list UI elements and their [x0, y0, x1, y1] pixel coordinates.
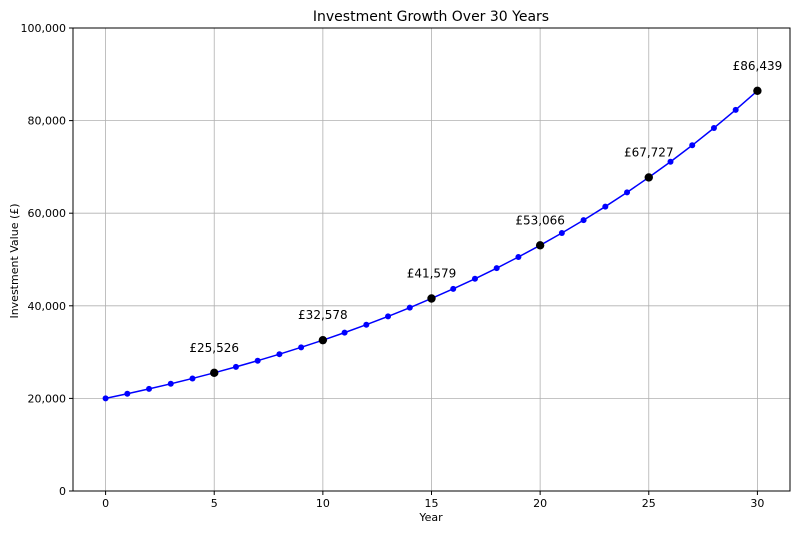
data-point	[167, 380, 174, 387]
y-tick-label: 80,000	[28, 115, 67, 128]
annotation-label: £32,578	[298, 308, 348, 322]
data-point	[624, 189, 631, 196]
annotation-label: £41,579	[407, 266, 457, 280]
data-point	[298, 344, 305, 351]
x-tick-label: 15	[425, 497, 439, 510]
x-tick-label: 5	[211, 497, 218, 510]
y-axis-label: Investment Value (£)	[8, 203, 21, 318]
x-tick-label: 10	[316, 497, 330, 510]
data-point	[406, 304, 413, 311]
annotation-label: £53,066	[515, 213, 565, 227]
chart-title: Investment Growth Over 30 Years	[313, 9, 549, 25]
data-point	[385, 313, 392, 320]
data-point	[580, 217, 587, 224]
annotations: £25,526 £32,578 £41,579 £53,066 £67,727 £86,4…	[189, 59, 783, 378]
data-point	[254, 357, 261, 364]
highlight-point	[210, 368, 219, 378]
y-tick-label: 40,000	[28, 300, 67, 313]
data-point	[341, 329, 348, 336]
data-point	[471, 275, 478, 282]
annotation-label: £67,727	[624, 145, 674, 159]
data-point	[450, 285, 457, 292]
highlight-point	[318, 335, 328, 345]
data-point	[558, 230, 565, 237]
axes: 0 5 10 15 20 25 30 0 20,000 40,000 60,000 80,000 100…	[21, 22, 791, 510]
grid	[73, 27, 790, 492]
data-point	[232, 363, 239, 370]
data-point	[124, 390, 131, 397]
x-tick-label: 20	[533, 497, 547, 510]
annotation-label: £25,526	[189, 341, 239, 355]
data-point	[667, 158, 674, 165]
data-point	[363, 321, 370, 328]
data-point	[276, 351, 283, 358]
data-point	[102, 395, 109, 402]
data-point	[515, 254, 522, 261]
x-axis-label: Year	[418, 511, 443, 524]
y-tick-label: 20,000	[28, 392, 67, 405]
data-point	[189, 375, 196, 382]
y-tick-label: 100,000	[21, 22, 67, 35]
highlight-point	[753, 86, 762, 95]
data-point	[710, 124, 717, 131]
data-point	[146, 385, 153, 392]
y-tick-label: 0	[59, 485, 66, 498]
y-tick-label: 60,000	[28, 207, 67, 220]
annotation-label: £86,439	[733, 59, 783, 73]
x-tick-label: 0	[102, 497, 109, 510]
x-tick-label: 25	[642, 497, 656, 510]
data-point	[493, 265, 500, 272]
data-point	[689, 142, 696, 149]
x-tick-label: 30	[750, 497, 764, 510]
data-point	[602, 203, 609, 210]
highlight-point	[535, 241, 545, 250]
highlight-point	[427, 294, 436, 303]
data-point	[732, 106, 739, 113]
highlight-point	[644, 173, 653, 182]
